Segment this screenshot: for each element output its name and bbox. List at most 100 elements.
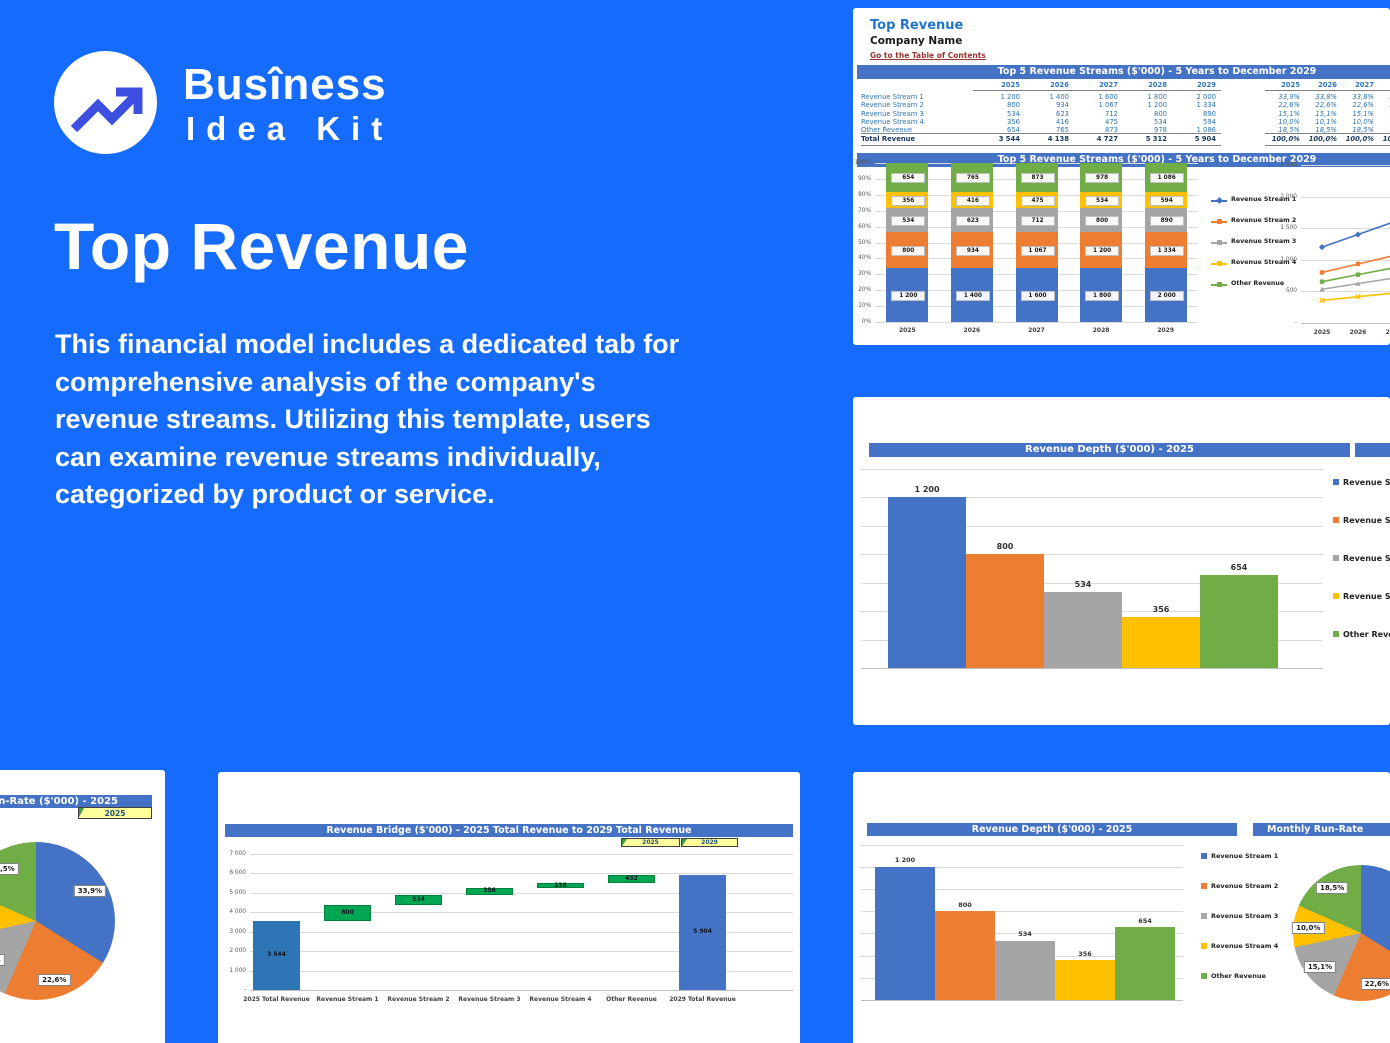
- page-title: Top Revenue: [54, 209, 470, 283]
- y-axis-tick: 7 000: [229, 850, 246, 857]
- segment-value-label: 356: [891, 195, 926, 206]
- legend-label: Revenue Stream 4: [1231, 259, 1297, 266]
- bridge-from-year-dropdown[interactable]: 2025: [621, 838, 680, 847]
- segment-value-label: 534: [1085, 195, 1120, 206]
- legend-swatch: [1333, 631, 1339, 637]
- table-cell: 712: [1105, 109, 1118, 118]
- segment-value-label: 1 200: [891, 290, 926, 301]
- bar-value-label: 1 200: [914, 485, 940, 494]
- y-axis-tick: 500: [1285, 288, 1297, 295]
- table-share-cell: 10,0%: [1278, 117, 1300, 126]
- table-share-cell: 15,1%: [1352, 109, 1374, 118]
- pie-slice-label: 33,9%: [73, 885, 107, 898]
- y-axis-tick: 2 000: [1280, 193, 1297, 200]
- x-axis-label: 2026: [1349, 329, 1367, 336]
- dropdown-wedge-icon: [622, 839, 627, 846]
- waterfall-value-label: 356: [483, 887, 496, 895]
- axis-baseline: [861, 1000, 1183, 1001]
- table-cell: 594: [1203, 117, 1216, 126]
- table-cell: 1 800: [1147, 93, 1167, 101]
- pie-slice-label: 22,6%: [1360, 977, 1390, 990]
- bar-value-label: 1 200: [894, 856, 916, 865]
- bar: [875, 866, 935, 1000]
- section-header-revenue-bridge: Revenue Bridge ($'000) - 2025 Total Reve…: [225, 824, 793, 837]
- table-share-cell: 10,0%: [1352, 117, 1374, 126]
- grid-line: [1301, 259, 1390, 261]
- year-dropdown[interactable]: 2025: [78, 807, 152, 819]
- y-axis-tick: -: [243, 987, 246, 993]
- legend-marker: [1217, 240, 1222, 245]
- table-cell: 654: [1007, 126, 1020, 135]
- x-axis-label: Revenue Stream 3: [458, 996, 521, 1003]
- bar-value-label: 356: [1078, 949, 1092, 958]
- table-total-share: 100,0%: [1345, 135, 1374, 143]
- table-rule: [861, 133, 1221, 134]
- table-total-cell: 3 544: [998, 135, 1020, 143]
- waterfall-bar: [395, 894, 442, 906]
- table-cell: 623: [1056, 109, 1069, 118]
- legend-label: Revenue Stream 2: [1343, 516, 1390, 525]
- pie-slice-label: 22,6%: [38, 973, 71, 986]
- legend-label: Revenue Stream 4: [1211, 942, 1279, 950]
- bar-value-label: 800: [996, 542, 1014, 551]
- bar: [1122, 617, 1200, 668]
- y-axis-tick: 1 000: [229, 967, 246, 974]
- legend-label: Revenue Stream 4: [1343, 592, 1390, 601]
- legend-label: Revenue Stream 3: [1343, 554, 1390, 563]
- bar: [995, 940, 1055, 1000]
- table-rule: [861, 145, 1221, 146]
- y-axis-tick: 0%: [861, 319, 871, 325]
- waterfall-bar: [466, 887, 513, 895]
- table-cell: 1 600: [1098, 93, 1118, 101]
- legend-label: Revenue Stream 3: [1211, 912, 1279, 920]
- sheet-title: Top Revenue: [870, 18, 964, 33]
- grid-line: [861, 525, 1323, 527]
- y-axis-tick: 10%: [858, 303, 871, 310]
- legend-marker: [1217, 219, 1222, 224]
- grid-line: [861, 582, 1323, 584]
- table-cell: 1 400: [1049, 93, 1069, 101]
- segment-value-label: 873: [1020, 173, 1055, 184]
- table-share-cell: 22,6%: [1377, 101, 1390, 109]
- panel-revenue-depth: Revenue Depth ($'000) - 2025 1 200 800 534…: [853, 397, 1390, 725]
- waterfall-bar: [608, 874, 655, 884]
- x-axis-label: 2029: [1157, 327, 1175, 334]
- waterfall-bar: [679, 874, 726, 990]
- legend-label: Revenue Stream 3: [1231, 238, 1297, 245]
- x-axis-label: Revenue Stream 2: [387, 996, 450, 1003]
- table-col-header: 2026: [1050, 81, 1069, 89]
- legend-label: Revenue Stream 1: [1211, 852, 1279, 860]
- table-cell: 800: [1007, 101, 1020, 110]
- table-cell: 534: [1154, 117, 1167, 126]
- table-of-contents-link[interactable]: Go to the Table of Contents: [870, 51, 986, 60]
- table-share-col-header: 2025: [1281, 81, 1300, 89]
- table-cell: 800: [1154, 109, 1167, 118]
- segment-value-label: 623: [955, 215, 990, 226]
- segment-value-label: 765: [955, 173, 990, 184]
- segment-value-label: 594: [1149, 195, 1184, 206]
- legend-swatch: [1201, 973, 1207, 979]
- table-rule: [1265, 145, 1390, 146]
- grid-line: [250, 931, 793, 933]
- bar-value-label: 800: [958, 900, 972, 909]
- bridge-to-year-dropdown[interactable]: 2029: [681, 838, 738, 847]
- y-axis-tick: 1 000: [1280, 256, 1297, 263]
- table-share-cell: 15,1%: [1315, 109, 1337, 118]
- x-axis-label: Revenue Stream 1: [316, 996, 379, 1003]
- bar-value-label: 654: [1230, 562, 1248, 572]
- table-total-label: Total Revenue: [861, 135, 916, 143]
- table-row-label: Revenue Stream 2: [861, 101, 924, 110]
- table-col-header: 2027: [1099, 81, 1118, 89]
- table-share-cell: 18,5%: [1352, 126, 1374, 135]
- x-axis-label: 2029 Total Revenue: [669, 996, 736, 1003]
- legend-marker: [1217, 261, 1222, 266]
- section-header-revenue-depth-2: Revenue Depth ($'000) - 2025: [867, 823, 1237, 836]
- y-axis-tick: -: [1294, 320, 1297, 326]
- grid-line: [861, 889, 1183, 890]
- table-cell: 2 000: [1196, 93, 1216, 101]
- bar: [1055, 960, 1115, 1000]
- bar: [966, 554, 1044, 668]
- table-total-share: 100,0%: [1271, 135, 1300, 143]
- bar-value-label: 356: [1152, 605, 1170, 615]
